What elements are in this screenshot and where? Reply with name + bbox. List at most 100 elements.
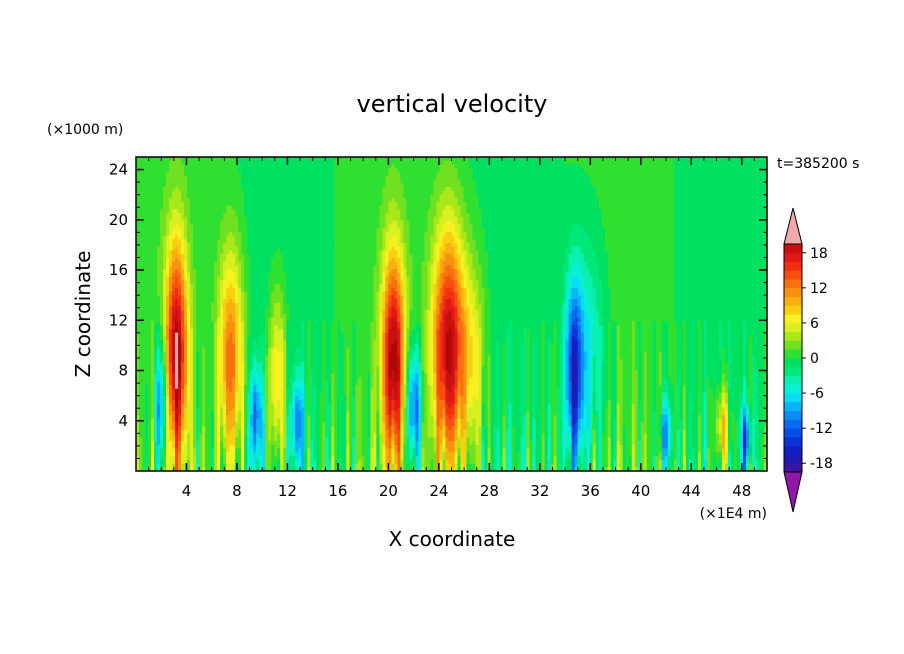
field-cell xyxy=(286,198,290,203)
field-cell xyxy=(295,157,299,162)
field-cell xyxy=(169,186,173,192)
field-cell xyxy=(166,317,170,323)
field-cell xyxy=(211,265,215,270)
field-cell xyxy=(250,381,254,386)
field-cell xyxy=(169,340,173,345)
field-cell xyxy=(232,228,236,233)
field-cell xyxy=(199,336,203,341)
field-cell xyxy=(181,228,185,233)
field-cell xyxy=(193,321,197,326)
field-cell xyxy=(286,164,290,169)
field-cell xyxy=(166,265,170,270)
field-cell xyxy=(256,302,260,308)
field-cell xyxy=(271,429,275,435)
field-cell xyxy=(166,314,170,319)
field-cell xyxy=(289,179,293,184)
field-cell xyxy=(217,370,221,375)
field-cell xyxy=(232,257,236,263)
field-cell xyxy=(184,370,188,375)
field-cell xyxy=(178,205,182,210)
field-cell xyxy=(220,205,224,210)
field-cell xyxy=(160,246,164,252)
field-cell xyxy=(190,411,194,416)
field-cell xyxy=(199,287,203,293)
field-cell xyxy=(160,186,164,192)
field-cell xyxy=(172,392,176,397)
field-cell xyxy=(229,284,233,289)
field-cell xyxy=(268,399,272,405)
field-cell xyxy=(253,407,257,412)
field-cell xyxy=(292,235,296,240)
field-cell xyxy=(262,414,266,420)
field-cell xyxy=(196,362,200,367)
field-cell xyxy=(142,366,146,371)
field-cell xyxy=(181,437,185,442)
field-cell xyxy=(190,448,194,453)
field-cell xyxy=(187,295,191,300)
field-cell xyxy=(178,299,182,304)
field-cell xyxy=(214,242,218,248)
field-cell xyxy=(310,276,314,281)
field-cell xyxy=(271,160,275,166)
field-cell xyxy=(205,205,209,210)
field-cell xyxy=(253,467,257,471)
field-cell xyxy=(190,239,194,244)
field-cell xyxy=(220,456,224,461)
field-cell xyxy=(202,246,206,252)
field-cell xyxy=(199,164,203,169)
field-cell xyxy=(277,347,281,352)
field-cell xyxy=(199,362,203,367)
field-cell xyxy=(283,343,287,349)
field-cell xyxy=(256,194,260,199)
field-cell xyxy=(292,254,296,259)
field-cell xyxy=(145,388,149,394)
field-cell xyxy=(307,388,311,394)
field-cell xyxy=(274,239,278,244)
field-cell xyxy=(205,340,209,345)
field-cell xyxy=(268,302,272,308)
field-cell xyxy=(259,355,263,360)
field-cell xyxy=(166,190,170,195)
field-cell xyxy=(268,160,272,166)
field-cell xyxy=(199,280,203,285)
field-cell xyxy=(247,201,251,207)
field-cell xyxy=(262,299,266,304)
field-cell xyxy=(178,246,182,252)
field-cell xyxy=(238,325,242,330)
field-cell xyxy=(283,467,287,471)
field-cell xyxy=(235,336,239,341)
field-cell xyxy=(139,190,143,195)
field-cell xyxy=(193,302,197,308)
field-cell xyxy=(214,429,218,435)
field-cell xyxy=(307,317,311,323)
field-cell xyxy=(223,355,227,360)
field-cell xyxy=(208,261,212,267)
field-cell xyxy=(295,459,299,465)
field-cell xyxy=(142,295,146,300)
field-cell xyxy=(247,411,251,416)
field-cell xyxy=(145,355,149,360)
field-cell xyxy=(145,205,149,210)
field-cell xyxy=(148,257,152,263)
field-cell xyxy=(223,201,227,207)
field-cell xyxy=(289,220,293,225)
field-cell xyxy=(268,201,272,207)
field-cell xyxy=(163,299,167,304)
field-cell xyxy=(310,265,314,270)
field-cell xyxy=(160,280,164,285)
field-cell xyxy=(274,205,278,210)
field-cell xyxy=(214,467,218,471)
field-cell xyxy=(313,250,317,255)
field-cell xyxy=(301,201,305,207)
field-cell xyxy=(256,388,260,394)
field-cell xyxy=(169,437,173,442)
field-cell xyxy=(244,426,248,431)
field-cell xyxy=(178,269,182,274)
field-cell xyxy=(304,198,308,203)
field-cell xyxy=(289,213,293,218)
field-cell xyxy=(208,418,212,424)
field-cell xyxy=(250,190,254,195)
field-cell xyxy=(265,411,269,416)
field-cell xyxy=(178,340,182,345)
field-cell xyxy=(214,198,218,203)
